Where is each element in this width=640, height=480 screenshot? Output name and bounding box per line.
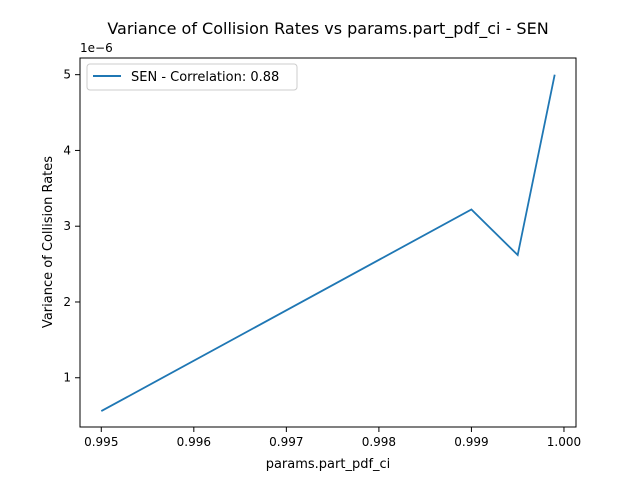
chart-title: Variance of Collision Rates vs params.pa… [107, 19, 548, 39]
x-tick-label: 0.996 [177, 435, 211, 449]
x-tick-label: 0.995 [84, 435, 118, 449]
y-tick-label: 5 [63, 68, 71, 82]
series-line [100, 74, 556, 412]
y-axis-ticks: 1 2 3 4 5 [63, 68, 80, 385]
x-axis-label: params.part_pdf_ci [266, 457, 391, 472]
y-tick-label: 3 [63, 219, 71, 233]
series-layer [100, 74, 556, 412]
legend-box [86, 63, 298, 91]
legend-label: SEN - Correlation: 0.88 [131, 70, 279, 85]
y-tick-label: 4 [63, 143, 71, 157]
plot-frame [79, 57, 577, 428]
x-tick-label: 0.997 [269, 435, 303, 449]
y-tick-label: 1 [63, 371, 71, 385]
y-axis-label: Variance of Collision Rates [41, 156, 56, 328]
x-tick-label: 0.999 [454, 435, 488, 449]
y-offset-label: 1e−6 [80, 41, 113, 55]
x-tick-label: 1.000 [547, 435, 581, 449]
x-tick-label: 0.998 [362, 435, 396, 449]
legend: SEN - Correlation: 0.88 [86, 63, 298, 91]
x-axis-ticks: 0.995 0.996 0.997 0.998 0.999 1.000 [84, 427, 581, 449]
y-tick-label: 2 [63, 295, 71, 309]
